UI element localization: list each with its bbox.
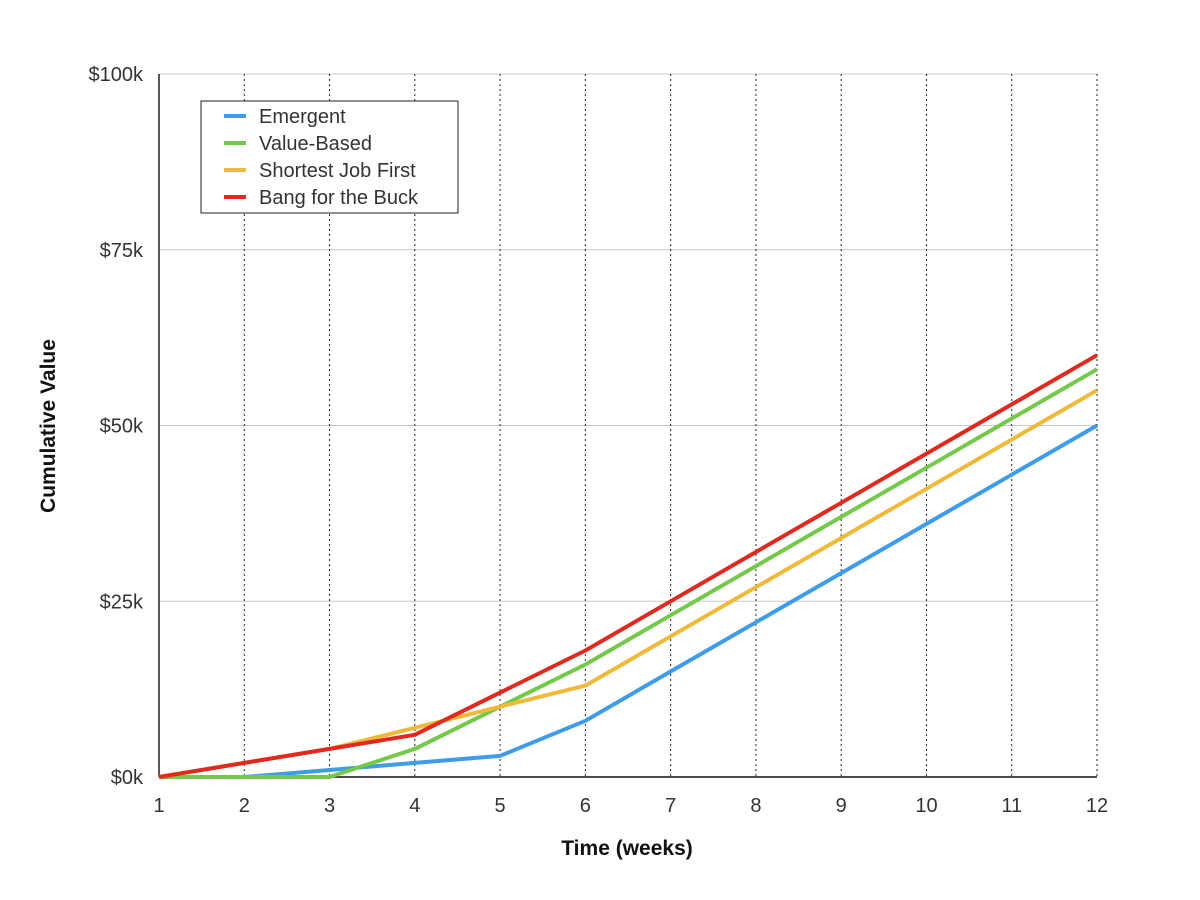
x-tick-label: 10 <box>915 795 937 817</box>
x-tick-label: 12 <box>1086 795 1108 817</box>
series-lines <box>158 353 1099 779</box>
grid <box>159 73 1098 777</box>
legend-label: Bang for the Buck <box>259 187 419 209</box>
x-tick-label: 4 <box>409 795 420 817</box>
y-tick-label: $25k <box>100 591 144 613</box>
y-tick-label: $100k <box>89 64 144 86</box>
series-line-emergent <box>159 423 1098 779</box>
series-line-bang-for-the-buck <box>158 353 1098 779</box>
x-tick-label: 11 <box>1001 795 1022 817</box>
x-axis-title: Time (weeks) <box>561 837 693 860</box>
legend-label: Shortest Job First <box>259 160 416 182</box>
x-tick-label: 1 <box>153 795 164 817</box>
y-tick-label: $75k <box>100 240 144 262</box>
legend-box <box>200 100 459 214</box>
series-line-value-based <box>159 367 1098 779</box>
y-tick-label: $50k <box>100 416 144 438</box>
x-tick-label: 6 <box>580 795 591 817</box>
x-tick-label: 3 <box>324 795 335 817</box>
y-tick-label: $0k <box>111 767 144 789</box>
x-tick-label: 8 <box>750 795 761 817</box>
y-axis-title: Cumulative Value <box>37 339 60 513</box>
x-tick-label: 5 <box>495 795 506 817</box>
legend-label: Value-Based <box>259 133 372 155</box>
legend-label: Emergent <box>259 106 346 128</box>
legend: Emergent Value-Based Shortest Job First Ban… <box>200 100 459 214</box>
x-tick-label: 7 <box>665 795 676 817</box>
x-tick-label: 9 <box>836 795 847 817</box>
x-tick-label: 2 <box>239 795 250 817</box>
